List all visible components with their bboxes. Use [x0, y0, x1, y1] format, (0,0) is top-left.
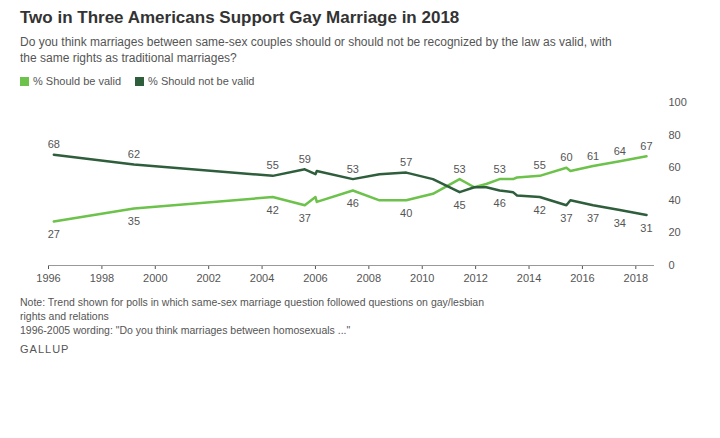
svg-text:62: 62: [128, 148, 140, 160]
svg-text:2004: 2004: [250, 272, 274, 284]
svg-text:60: 60: [560, 151, 572, 163]
svg-text:27: 27: [48, 228, 60, 240]
svg-text:20: 20: [669, 226, 681, 238]
svg-text:42: 42: [267, 204, 279, 216]
svg-text:61: 61: [587, 150, 599, 162]
svg-text:53: 53: [494, 163, 506, 175]
svg-text:55: 55: [267, 159, 279, 171]
svg-text:1996: 1996: [36, 272, 60, 284]
svg-text:42: 42: [534, 204, 546, 216]
svg-text:2010: 2010: [410, 272, 434, 284]
html-text:GALLUP: GALLUP: [20, 343, 70, 355]
svg-text:2014: 2014: [517, 272, 541, 284]
svg-text:2008: 2008: [357, 272, 381, 284]
svg-text:57: 57: [400, 156, 412, 168]
svg-text:2006: 2006: [303, 272, 327, 284]
svg-text:46: 46: [494, 197, 506, 209]
html-text:Two in Three Americans Support: Two in Three Americans Support Gay Marri…: [20, 8, 460, 27]
svg-text:2002: 2002: [196, 272, 220, 284]
svg-text:2016: 2016: [570, 272, 594, 284]
svg-text:60: 60: [669, 161, 681, 173]
svg-text:34: 34: [614, 217, 626, 229]
html-text:1996-2005 wording: "Do you thi: 1996-2005 wording: "Do you think marriag…: [20, 324, 351, 336]
svg-text:67: 67: [640, 140, 652, 152]
svg-text:53: 53: [453, 163, 465, 175]
svg-text:45: 45: [453, 199, 465, 211]
svg-text:37: 37: [560, 212, 572, 224]
svg-text:1998: 1998: [90, 272, 114, 284]
svg-text:53: 53: [347, 163, 359, 175]
svg-text:64: 64: [614, 145, 626, 157]
svg-text:0: 0: [669, 259, 675, 271]
svg-text:80: 80: [669, 129, 681, 141]
svg-text:2000: 2000: [143, 272, 167, 284]
html-text:% Should not be valid: % Should not be valid: [148, 75, 255, 87]
svg-text:46: 46: [347, 197, 359, 209]
html-text:Note: Trend shown for polls in: Note: Trend shown for polls in which sam…: [20, 296, 484, 322]
svg-text:37: 37: [299, 212, 311, 224]
svg-text:55: 55: [534, 159, 546, 171]
svg-text:31: 31: [640, 221, 652, 233]
html-text:% Should be valid: % Should be valid: [33, 75, 122, 87]
svg-text:59: 59: [299, 153, 311, 165]
svg-text:68: 68: [48, 138, 60, 150]
html-text:Do you think marriages between: Do you think marriages between same-sex …: [20, 35, 612, 65]
svg-text:35: 35: [128, 215, 140, 227]
svg-text:2012: 2012: [463, 272, 487, 284]
svg-text:2018: 2018: [624, 272, 648, 284]
svg-text:37: 37: [587, 212, 599, 224]
svg-text:40: 40: [400, 207, 412, 219]
svg-text:40: 40: [669, 194, 681, 206]
svg-text:100: 100: [669, 96, 687, 108]
